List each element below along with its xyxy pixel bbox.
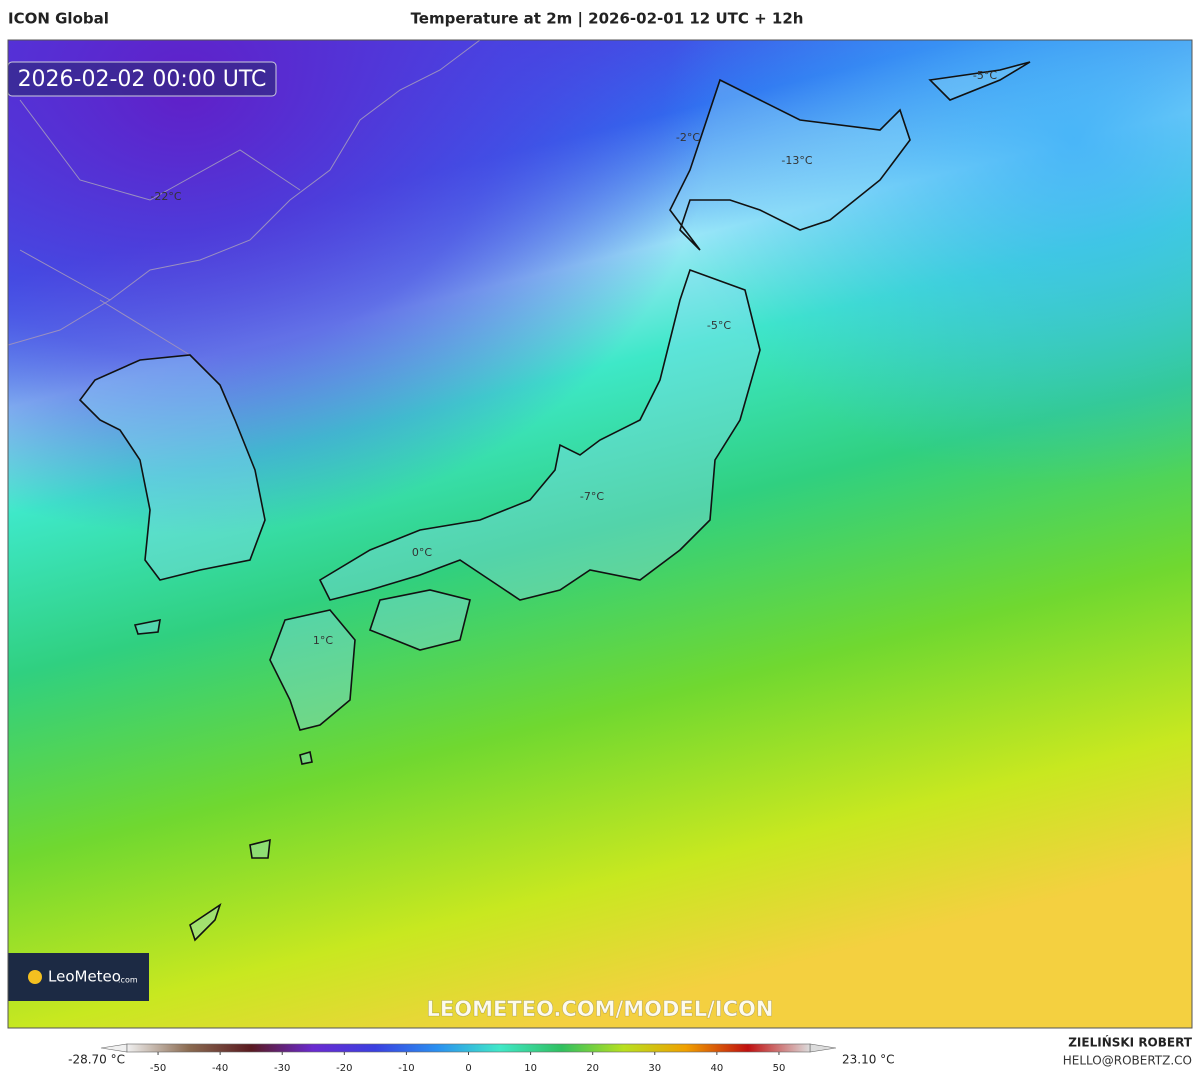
isotherm-label: -22°C [150, 190, 181, 203]
kuril-islands [928, 61, 1031, 101]
colorbar-tick-label: 0 [465, 1063, 471, 1074]
colorbar-tick-label: -20 [336, 1063, 352, 1074]
watermark: LEOMETEO.COM/MODEL/ICON [427, 997, 774, 1021]
isotherm-label: -5°C [973, 69, 997, 82]
colorbar-tick-label: -10 [398, 1063, 414, 1074]
colorbar-min-tip [100, 1043, 128, 1053]
colorbar-max-tip [809, 1043, 837, 1053]
korea [78, 354, 266, 581]
isotherm-label: -7°C [580, 490, 604, 503]
isotherm-label: -5°C [707, 319, 731, 332]
colorbar-bar [126, 1043, 811, 1053]
isotherm-label: 1°C [313, 634, 333, 647]
colorbar-tick-label: 20 [586, 1063, 599, 1074]
colorbar-tick-label: -40 [212, 1063, 228, 1074]
border [19, 99, 301, 356]
valid-time-box [8, 61, 277, 97]
author-email: HELLO@ROBERTZ.CO [1063, 1054, 1192, 1068]
isotherm-label: -2°C [676, 131, 700, 144]
author-name: ZIELIŃSKI ROBERT [1068, 1035, 1193, 1050]
map-title: Temperature at 2m | 2026-02-01 12 UTC + … [411, 10, 804, 29]
map: -5°C -2°C -13°C -22°C -5°C -7°C 0°C 1°C … [8, 40, 1192, 1028]
colorbar-tick-label: 50 [773, 1063, 786, 1074]
honshu [318, 268, 761, 601]
colorbar: -50 -40 -30 -20 -10 0 10 20 30 40 50 [100, 1043, 837, 1074]
colorbar-max: 23.10 °C [842, 1053, 895, 1067]
colorbar-min: -28.70 °C [68, 1053, 125, 1067]
colorbar-tick-label: 40 [710, 1063, 723, 1074]
coastline [8, 40, 481, 346]
isotherm-label: 0°C [412, 546, 432, 559]
logo-sun [28, 970, 42, 984]
cold-air-mass [8, 40, 1192, 1028]
logo-suffix: .com [118, 976, 138, 985]
colorbar-tick-label: 30 [648, 1063, 661, 1074]
shikoku [369, 589, 471, 651]
isotherm-label: -13°C [781, 154, 812, 167]
island [133, 618, 313, 942]
logo-name: LeoMeteo [48, 968, 121, 986]
valid-time: 2026-02-02 00:00 UTC [18, 67, 267, 92]
kyushu [269, 609, 356, 731]
model-name: ICON Global [8, 10, 109, 28]
colorbar-tick-label: 10 [524, 1063, 537, 1074]
map-frame [7, 39, 1193, 1029]
colorbar-tick-label: -30 [274, 1063, 290, 1074]
hokkaido [669, 78, 911, 251]
colorbar-tick-label: -50 [150, 1063, 166, 1074]
